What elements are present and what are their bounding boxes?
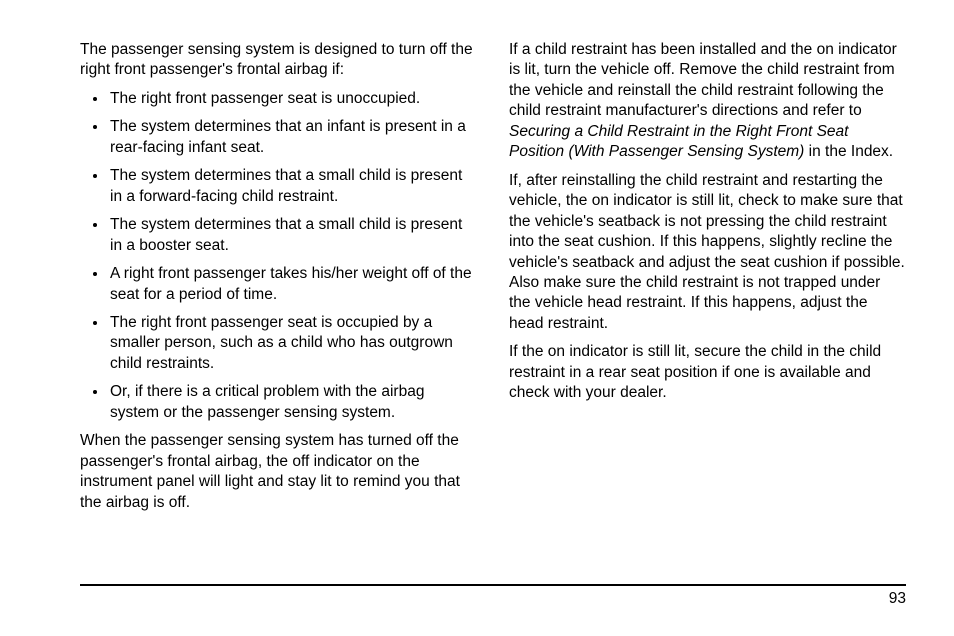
intro-paragraph: The passenger sensing system is designed… (80, 40, 477, 81)
right-column: If a child restraint has been installed … (509, 40, 906, 521)
paragraph-1: If a child restraint has been installed … (509, 40, 906, 163)
page-number: 93 (80, 590, 906, 608)
footer-rule (80, 584, 906, 586)
paragraph-1-text-a: If a child restraint has been installed … (509, 41, 897, 119)
list-item: The right front passenger seat is unoccu… (108, 89, 477, 109)
list-item: The system determines that a small child… (108, 166, 477, 207)
bullet-list: The right front passenger seat is unoccu… (80, 89, 477, 423)
paragraph-3: If the on indicator is still lit, secure… (509, 342, 906, 403)
list-item: The right front passenger seat is occupi… (108, 313, 477, 374)
list-item: The system determines that an infant is … (108, 117, 477, 158)
list-item: The system determines that a small child… (108, 215, 477, 256)
page: The passenger sensing system is designed… (0, 0, 954, 636)
paragraph-1-italic: Securing a Child Restraint in the Right … (509, 123, 848, 160)
two-column-layout: The passenger sensing system is designed… (80, 40, 906, 521)
list-item: Or, if there is a critical problem with … (108, 382, 477, 423)
left-column: The passenger sensing system is designed… (80, 40, 477, 521)
list-item: A right front passenger takes his/her we… (108, 264, 477, 305)
after-list-paragraph: When the passenger sensing system has tu… (80, 431, 477, 513)
page-footer: 93 (80, 584, 906, 608)
paragraph-2: If, after reinstalling the child restrai… (509, 171, 906, 335)
paragraph-1-text-b: in the Index. (804, 143, 893, 160)
